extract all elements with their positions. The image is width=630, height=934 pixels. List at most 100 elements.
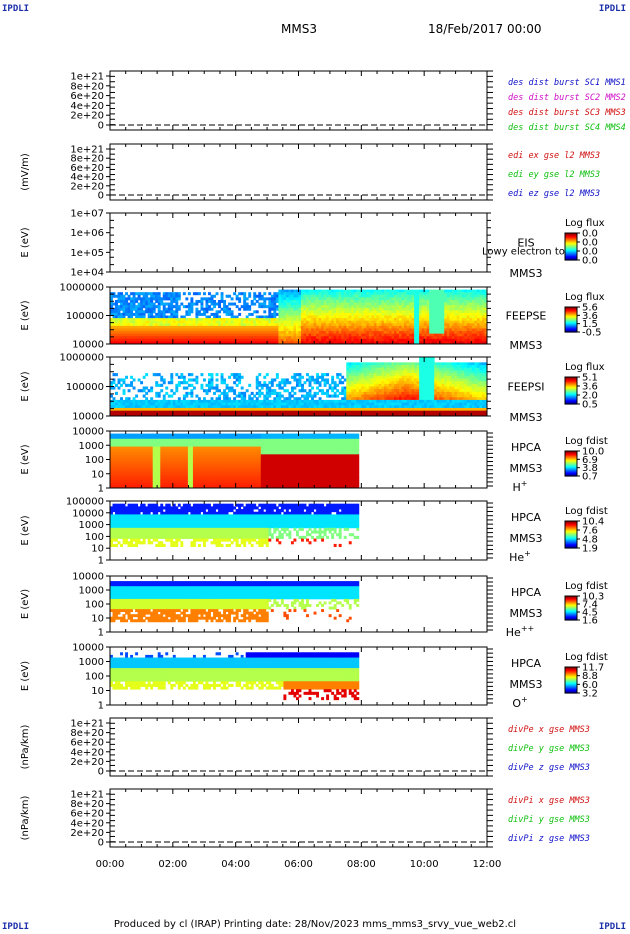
spectrogram-cell <box>351 413 355 417</box>
spectrogram-cell <box>316 299 320 303</box>
spectrogram-cell <box>366 294 370 298</box>
spectrogram-cell <box>170 410 174 414</box>
spectrogram-cell <box>170 375 174 379</box>
spectrogram-cell <box>421 315 425 319</box>
spectrogram-cell <box>441 325 445 329</box>
spectrogram-cell <box>238 328 242 332</box>
spectrogram-cell <box>366 389 370 393</box>
spectrogram-cell <box>476 302 480 306</box>
spectrogram-cell <box>316 307 320 311</box>
spectrogram-cell <box>263 410 267 414</box>
spectrogram-cell <box>130 320 134 324</box>
spectrogram-cell <box>421 307 425 311</box>
spectrogram-cell <box>416 294 420 298</box>
spectrogram-cell <box>298 320 302 324</box>
spectrogram-cell <box>230 318 234 322</box>
spectrogram-cell <box>378 328 382 332</box>
spectrogram-cell <box>348 391 352 395</box>
spectrogram-cell <box>434 312 438 316</box>
spectrogram-cell <box>323 399 327 403</box>
spectrogram-cell <box>190 307 194 311</box>
spectrogram-cell <box>195 378 199 382</box>
spectrogram-cell <box>436 375 440 379</box>
spectrogram-cell <box>283 336 287 340</box>
spectrogram-cell <box>358 289 362 293</box>
spectrogram-cell <box>213 312 216 316</box>
spectrogram-cell <box>341 413 345 417</box>
spectrogram-cell <box>165 341 169 345</box>
spectrogram-cell <box>195 341 199 345</box>
spectrogram-cell <box>187 331 191 335</box>
spectrogram-cell <box>321 302 325 306</box>
spectrogram-cell <box>223 381 227 385</box>
spectrogram-cell <box>484 336 488 340</box>
spectrogram-cell <box>388 410 392 414</box>
spectrogram-cell <box>273 305 277 309</box>
spectrogram-cell <box>454 331 458 335</box>
spectrogram-cell <box>366 399 370 403</box>
spectrogram-cell <box>190 413 194 417</box>
spectrogram-cell <box>431 389 435 393</box>
spectrogram-cell <box>373 394 377 398</box>
spectrogram-cell <box>363 413 367 417</box>
spectrogram-cell <box>160 375 164 379</box>
spectrogram-cell <box>399 312 402 316</box>
spectrogram-cell <box>313 333 317 337</box>
spectrogram-cell <box>331 302 335 306</box>
spectrogram-cell <box>353 394 357 398</box>
spectrogram-cell <box>290 386 294 390</box>
spectrogram-cell <box>394 381 397 385</box>
spectrogram-cell <box>399 394 402 398</box>
spectrogram-cell <box>295 294 299 298</box>
spectrogram-cell <box>268 312 272 316</box>
spectrogram-cell <box>202 402 206 406</box>
spectrogram-cell <box>481 341 485 345</box>
spectrogram-cell <box>373 323 377 327</box>
spectrogram-cell <box>414 367 418 371</box>
spectrogram-cell <box>381 381 385 385</box>
spectrogram-cell <box>331 315 335 319</box>
spectrogram-cell <box>476 305 480 309</box>
spectrogram-cell <box>409 307 412 311</box>
spectrogram-cell <box>135 318 139 322</box>
spectrogram-cell <box>353 289 357 293</box>
spectrogram-cell <box>449 318 453 322</box>
spectrogram-cell <box>446 333 450 337</box>
spectrogram-cell <box>258 292 262 296</box>
spectrogram-cell <box>451 323 455 327</box>
spectrogram-cell <box>162 338 166 342</box>
spectrogram-cell <box>401 305 405 309</box>
spectrogram-cell <box>424 336 428 340</box>
spectrogram-cell <box>306 391 309 395</box>
spectrogram-cell <box>157 320 161 324</box>
spectrogram-cell <box>318 315 322 319</box>
spectrogram-cell <box>273 297 277 301</box>
spectrogram-cell <box>275 331 279 335</box>
spectrogram-cell <box>416 325 420 329</box>
spectrogram-cell <box>323 318 327 322</box>
spectrogram-cell <box>331 305 335 309</box>
spectrogram-cell <box>416 323 420 327</box>
spectrogram-cell <box>112 312 116 316</box>
spectrogram-cell <box>167 333 171 337</box>
spectrogram-cell <box>208 331 211 335</box>
spectrogram-cell <box>394 325 397 329</box>
spectrogram-cell <box>368 312 372 316</box>
spectrogram-cell <box>285 299 289 303</box>
spectrogram-cell <box>140 323 144 327</box>
spectrogram-cell <box>122 341 126 345</box>
spectrogram-cell <box>419 328 423 332</box>
spectrogram-cell <box>243 397 247 401</box>
spectrogram-cell <box>373 399 377 403</box>
spectrogram-cell <box>391 299 395 303</box>
spectrogram-cell <box>137 305 141 309</box>
spectrogram-cell <box>363 370 367 374</box>
spectrogram-cell <box>371 405 375 409</box>
spectrogram-cell <box>130 307 134 311</box>
spectrogram-cell <box>162 336 166 340</box>
spectrogram-cell <box>326 312 330 316</box>
spectrogram-cell <box>449 338 453 342</box>
spectrogram-cell <box>333 320 337 324</box>
spectrogram-cell <box>338 336 342 340</box>
spectrogram-cell <box>278 292 282 296</box>
